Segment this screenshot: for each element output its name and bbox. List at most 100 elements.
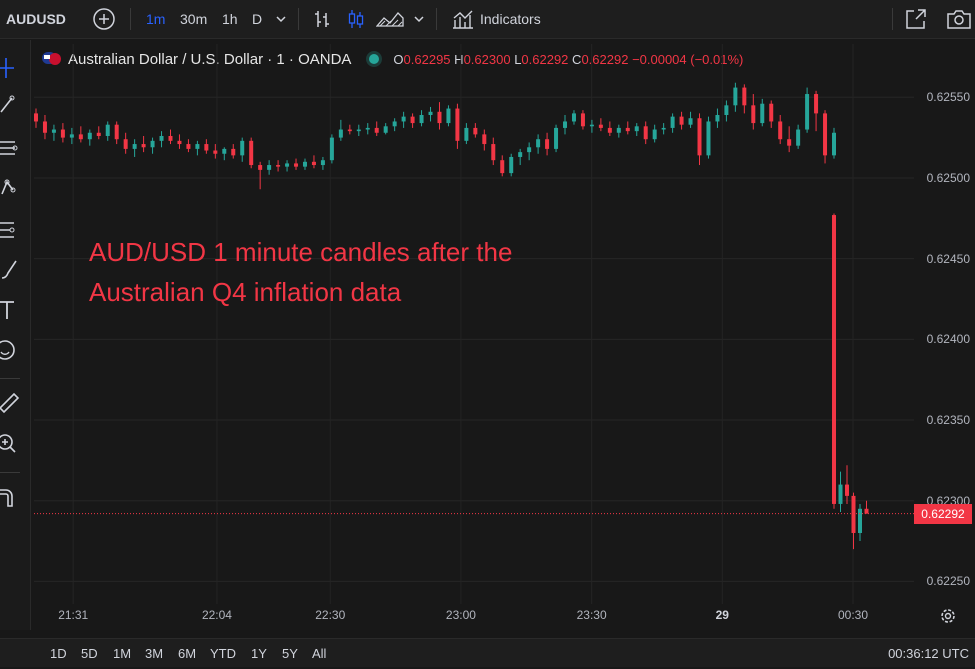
range-5y[interactable]: 5Y: [282, 646, 298, 661]
candle-body: [428, 111, 433, 116]
candle-body: [742, 87, 747, 106]
candle-body: [213, 150, 218, 154]
price-tick-label: 0.62550: [926, 90, 970, 105]
candle-body: [733, 87, 738, 106]
camera-icon[interactable]: [946, 0, 972, 38]
candle-body: [195, 144, 200, 149]
drawing-toolbar: [0, 40, 31, 630]
candle-body: [204, 144, 209, 151]
candle-body: [69, 134, 74, 138]
indicators-icon[interactable]: [452, 0, 474, 38]
candle-body: [625, 127, 630, 132]
time-tick-label: 29: [715, 608, 729, 622]
candle-body: [851, 495, 856, 533]
price-chart[interactable]: [34, 44, 914, 604]
interval-30m[interactable]: 30m: [180, 11, 208, 27]
range-5d[interactable]: 5D: [81, 646, 98, 661]
pattern-icon[interactable]: [0, 176, 24, 200]
flag-icon: [42, 52, 61, 65]
fullscreen-icon[interactable]: [905, 0, 927, 38]
forecast-icon[interactable]: [0, 218, 24, 242]
utc-clock[interactable]: 00:36:12 UTC: [888, 646, 969, 661]
candle-body: [329, 137, 334, 161]
range-1m[interactable]: 1M: [113, 646, 132, 661]
open-value: 0.62295: [403, 52, 451, 67]
low-value: 0.62292: [521, 52, 569, 67]
candle-body: [554, 127, 559, 149]
candle-body: [177, 140, 182, 145]
price-tick-label: 0.62500: [926, 170, 970, 185]
candle-body: [159, 135, 164, 141]
high-value: 0.62300: [463, 52, 511, 67]
candle-body: [365, 127, 370, 130]
candle-body: [285, 163, 290, 167]
brush-icon[interactable]: [0, 258, 24, 282]
ohlc-readout: O0.62295 H0.62300 L0.62292 C0.62292 −0.0…: [393, 52, 743, 67]
magnet-icon[interactable]: [0, 486, 24, 510]
candle-body: [419, 115, 424, 124]
candle-body: [838, 484, 843, 504]
market-status-icon[interactable]: [369, 54, 380, 64]
range-3m[interactable]: 3M: [145, 646, 164, 661]
last-price-label: 0.62292: [914, 503, 972, 524]
candle-body: [724, 105, 729, 116]
candle-body: [545, 139, 550, 149]
range-bar: 1D 5D 1M 3M 6M YTD 1Y 5Y All 00:36:12 UT…: [0, 638, 975, 667]
candle-body: [832, 132, 836, 156]
price-tick-label: 0.62400: [926, 332, 970, 347]
candle-body: [374, 127, 379, 133]
time-tick-label: 21:31: [58, 608, 89, 622]
crosshair-icon[interactable]: [0, 56, 24, 80]
candle-body: [688, 118, 693, 125]
candle-body: [410, 116, 415, 124]
candle-body: [616, 127, 621, 133]
symbol-search[interactable]: AUDUSD: [6, 11, 66, 27]
time-tick-label: 22:04: [201, 608, 232, 622]
settings-gear-icon[interactable]: [938, 606, 958, 626]
range-6m[interactable]: 6M: [178, 646, 197, 661]
annotation-line-1: AUD/USD 1 minute candles after the: [89, 237, 513, 267]
candle-body: [311, 161, 316, 166]
time-tick-label: 23:30: [576, 608, 607, 622]
fib-icon[interactable]: [0, 136, 24, 160]
chevron-down-icon[interactable]: [274, 0, 288, 38]
toolbar-divider: [0, 378, 20, 379]
candle-body: [527, 147, 532, 153]
change-value: −0.00004 (−0.01%): [632, 52, 744, 67]
candle-body: [186, 144, 191, 149]
indicators-button[interactable]: Indicators: [480, 11, 541, 27]
text-icon[interactable]: [0, 298, 24, 322]
range-1d[interactable]: 1D: [50, 646, 67, 661]
candle-body: [864, 508, 869, 514]
range-ytd[interactable]: YTD: [210, 646, 236, 661]
range-all[interactable]: All: [312, 646, 327, 661]
candle-body: [276, 165, 281, 167]
add-symbol-icon[interactable]: [92, 0, 116, 38]
candle-body: [787, 139, 792, 146]
toolbar-divider: [436, 8, 437, 30]
candle-body: [805, 94, 810, 130]
candle-body: [96, 132, 101, 136]
candle-body: [500, 160, 505, 174]
chart-legend: Australian Dollar / U.S. Dollar · 1 · OA…: [42, 50, 743, 72]
candle-body: [150, 140, 155, 148]
candle-body: [105, 124, 110, 136]
ruler-icon[interactable]: [0, 390, 24, 414]
emoji-icon[interactable]: [0, 338, 24, 362]
interval-1m[interactable]: 1m: [146, 11, 166, 27]
close-value: 0.62292: [581, 52, 629, 67]
zoom-icon[interactable]: [0, 432, 24, 456]
time-axis[interactable]: 21:31 22:04 22:30 23:00 23:30 29 00:30: [34, 604, 914, 628]
range-1y[interactable]: 1Y: [251, 646, 267, 661]
chevron-down-icon[interactable]: [412, 0, 426, 38]
chart-title[interactable]: Australian Dollar / U.S. Dollar · 1 · OA…: [68, 51, 352, 68]
time-tick-label: 00:30: [837, 608, 869, 622]
candle-body: [437, 111, 442, 124]
trendline-icon[interactable]: [0, 92, 24, 116]
area-chart-icon[interactable]: [375, 0, 404, 38]
interval-d[interactable]: D: [252, 11, 263, 27]
bar-chart-icon[interactable]: [312, 0, 332, 38]
candle-body: [814, 94, 819, 114]
candles-icon[interactable]: [346, 0, 366, 38]
interval-1h[interactable]: 1h: [222, 11, 238, 27]
